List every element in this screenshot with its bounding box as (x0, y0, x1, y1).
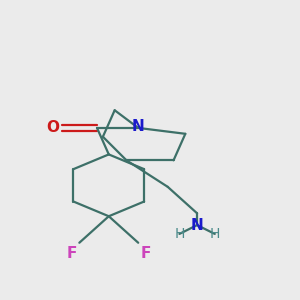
Text: F: F (67, 246, 77, 261)
Text: F: F (140, 246, 151, 261)
Text: N: N (191, 218, 203, 232)
Text: H: H (174, 227, 184, 241)
Text: N: N (132, 119, 145, 134)
Text: O: O (46, 120, 59, 135)
Text: H: H (210, 227, 220, 241)
